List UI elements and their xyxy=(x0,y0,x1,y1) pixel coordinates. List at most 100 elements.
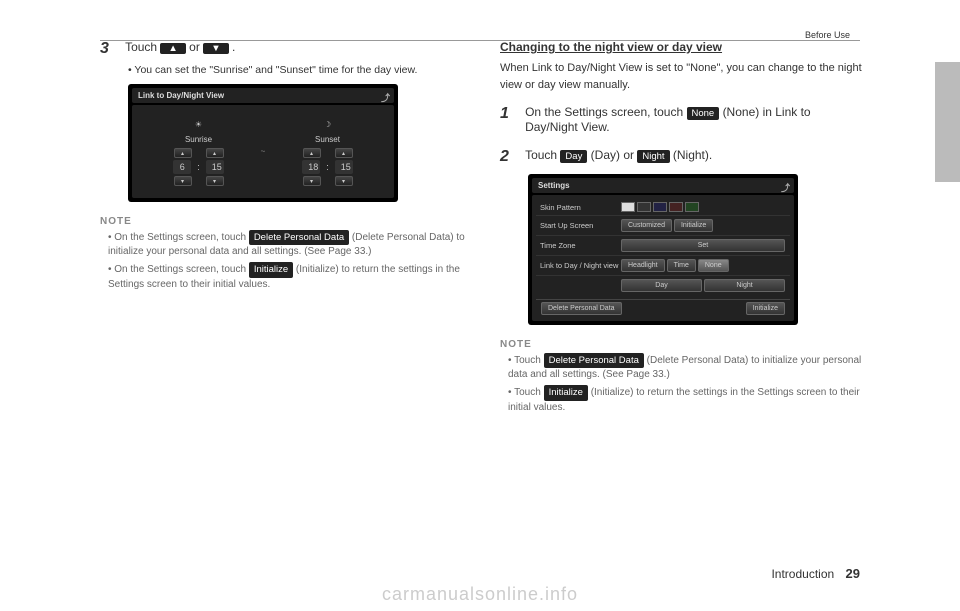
sunrise-label: Sunrise xyxy=(140,135,257,144)
tilde: ~ xyxy=(257,147,269,156)
sunset-min: 15 xyxy=(335,160,353,174)
step-1: 1 On the Settings screen, touch None (No… xyxy=(500,105,870,134)
time-button[interactable]: Time xyxy=(667,259,696,272)
screenshot-title-bar: Link to Day/Night View ⤴ xyxy=(132,88,394,103)
text: (Night). xyxy=(673,148,712,162)
row-label: Time Zone xyxy=(540,241,620,250)
delete-personal-data-button[interactable]: Delete Personal Data xyxy=(541,302,622,315)
down-button[interactable]: ▾ xyxy=(335,176,353,186)
down-arrow-icon: ▼ xyxy=(203,43,228,54)
text: Touch xyxy=(125,40,160,54)
none-label: None xyxy=(687,107,720,120)
swatch[interactable] xyxy=(653,202,667,212)
up-button[interactable]: ▴ xyxy=(303,148,321,158)
step-text: Touch Day (Day) or Night (Night). xyxy=(525,148,712,163)
note-item: On the Settings screen, touch Delete Per… xyxy=(108,230,470,259)
colon: : xyxy=(326,162,329,172)
initialize-button[interactable]: Initialize xyxy=(674,219,713,232)
settings-row-timezone: Time Zone Set xyxy=(536,236,790,256)
note-item: Touch Delete Personal Data (Delete Perso… xyxy=(508,353,870,382)
note-item: Touch Initialize (Initialize) to return … xyxy=(508,385,870,414)
row-label: Start Up Screen xyxy=(540,221,620,230)
settings-row-startup: Start Up Screen Customized Initialize xyxy=(536,216,790,236)
customized-button[interactable]: Customized xyxy=(621,219,672,232)
watermark: carmanualsonline.info xyxy=(382,584,578,605)
bullet-text: You can set the "Sunrise" and "Sunset" t… xyxy=(128,64,470,76)
screenshot-body: ☀ Sunrise ▴ ▴ 6 : 15 ▾ ▾ ~ ☽ xyxy=(132,105,394,198)
screenshot-title: Link to Day/Night View xyxy=(138,91,224,100)
sunrise-column: ☀ Sunrise ▴ ▴ 6 : 15 ▾ ▾ xyxy=(140,115,257,188)
step-number: 1 xyxy=(500,105,522,123)
text: Touch xyxy=(514,355,543,366)
sunset-icon: ☽ xyxy=(319,115,337,133)
step-2: 2 Touch Day (Day) or Night (Night). Sett… xyxy=(500,148,870,325)
text: On the Settings screen, touch xyxy=(114,232,249,243)
night-button[interactable]: Night xyxy=(704,279,785,292)
up-button[interactable]: ▴ xyxy=(174,148,192,158)
side-tab xyxy=(935,62,960,182)
header-rule xyxy=(100,40,860,41)
set-button[interactable]: Set xyxy=(621,239,785,252)
down-button[interactable]: ▾ xyxy=(206,176,224,186)
settings-row-skin: Skin Pattern xyxy=(536,199,790,216)
initialize-label: Initialize xyxy=(249,262,293,277)
left-column: 3 Touch ▲ or ▼ . You can set the "Sunris… xyxy=(100,40,485,415)
note-label: NOTE xyxy=(500,339,870,350)
screenshot-title: Settings xyxy=(538,181,570,190)
intro-text: When Link to Day/Night View is set to "N… xyxy=(500,60,870,93)
sunrise-min: 15 xyxy=(206,160,224,174)
settings-row-daynight: Link to Day / Night view Headlight Time … xyxy=(536,256,790,276)
up-button[interactable]: ▴ xyxy=(335,148,353,158)
settings-row-daynight2: Day Night xyxy=(536,276,790,295)
note-item: On the Settings screen, touch Initialize… xyxy=(108,262,470,291)
footer-section: Introduction xyxy=(771,567,834,581)
sunset-label: Sunset xyxy=(269,135,386,144)
text: On the Settings screen, touch xyxy=(114,264,249,275)
right-column: Changing to the night view or day view W… xyxy=(485,40,900,415)
back-icon: ⤴ xyxy=(781,181,790,194)
back-icon: ⤴ xyxy=(381,91,390,104)
text: On the Settings screen, touch xyxy=(525,105,686,119)
day-button[interactable]: Day xyxy=(621,279,702,292)
none-button[interactable]: None xyxy=(698,259,729,272)
sunrise-hour: 6 xyxy=(173,160,191,174)
sunset-column: ☽ Sunset ▴ ▴ 18 : 15 ▾ ▾ xyxy=(269,115,386,188)
swatch[interactable] xyxy=(685,202,699,212)
down-button[interactable]: ▾ xyxy=(174,176,192,186)
sunset-hour: 18 xyxy=(302,160,320,174)
delete-personal-data-label: Delete Personal Data xyxy=(544,353,644,368)
section-title: Changing to the night view or day view xyxy=(500,40,870,54)
up-arrow-icon: ▲ xyxy=(160,43,185,54)
page-number: 29 xyxy=(846,566,860,581)
up-button[interactable]: ▴ xyxy=(206,148,224,158)
sunrise-icon: ☀ xyxy=(190,115,208,133)
row-label: Skin Pattern xyxy=(540,203,620,212)
step-3: 3 Touch ▲ or ▼ . You can set the "Sunris… xyxy=(100,40,470,202)
colon: : xyxy=(197,162,200,172)
text: . xyxy=(232,40,235,54)
screenshot-body: Skin Pattern Start Up Screen Customized … xyxy=(532,195,794,321)
swatch[interactable] xyxy=(669,202,683,212)
step-text: Touch ▲ or ▼ . xyxy=(125,40,235,54)
swatch[interactable] xyxy=(621,202,635,212)
initialize-button[interactable]: Initialize xyxy=(746,302,785,315)
page-footer: Introduction 29 xyxy=(771,566,860,581)
screenshot-daynight: Link to Day/Night View ⤴ ☀ Sunrise ▴ ▴ 6 … xyxy=(128,84,398,202)
note-label: NOTE xyxy=(100,216,470,227)
step-number: 2 xyxy=(500,148,522,166)
text: Touch xyxy=(525,148,560,162)
down-button[interactable]: ▾ xyxy=(303,176,321,186)
screenshot-title-bar: Settings ⤴ xyxy=(532,178,794,193)
step-number: 3 xyxy=(100,40,122,58)
delete-personal-data-label: Delete Personal Data xyxy=(249,230,349,245)
swatch[interactable] xyxy=(637,202,651,212)
step-text: On the Settings screen, touch None (None… xyxy=(525,105,835,134)
initialize-label: Initialize xyxy=(544,385,588,400)
night-label: Night xyxy=(637,150,669,163)
page-header: Before Use xyxy=(805,30,850,40)
screenshot-settings: Settings ⤴ Skin Pattern Start Up Screen xyxy=(528,174,798,325)
row-label: Link to Day / Night view xyxy=(540,261,620,270)
headlight-button[interactable]: Headlight xyxy=(621,259,665,272)
text: Touch xyxy=(514,387,543,398)
day-label: Day xyxy=(560,150,587,163)
